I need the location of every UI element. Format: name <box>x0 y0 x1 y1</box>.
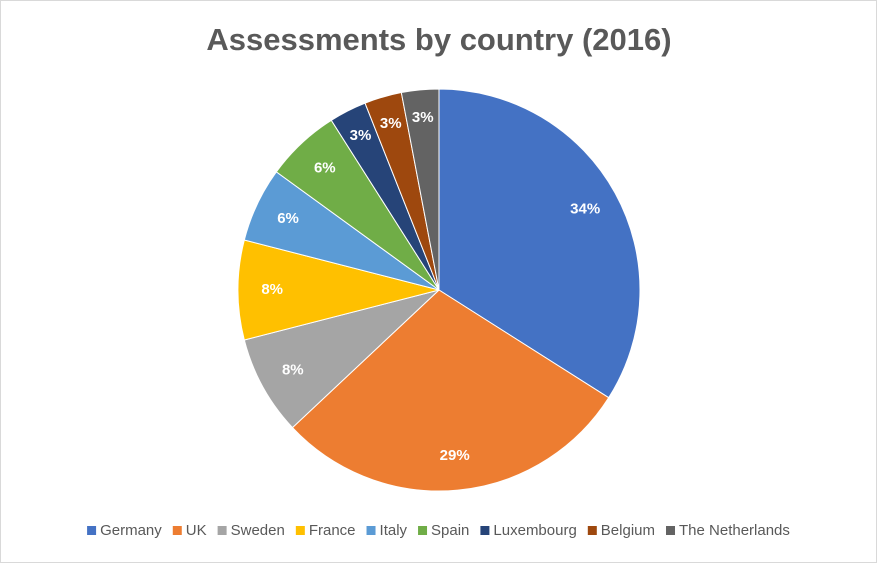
legend-label: Spain <box>431 522 469 539</box>
pie-slice <box>438 88 641 399</box>
legend-label: The Netherlands <box>679 522 790 539</box>
legend-label: France <box>309 522 356 539</box>
data-label: 6% <box>277 210 299 227</box>
data-label: 8% <box>282 361 304 378</box>
legend-label: Belgium <box>601 522 655 539</box>
legend-swatch <box>587 526 597 535</box>
data-label: 3% <box>350 127 372 144</box>
data-label: 3% <box>380 115 402 132</box>
data-label: 29% <box>440 447 470 464</box>
legend-swatch <box>172 526 182 535</box>
legend-swatch <box>418 526 428 535</box>
data-label: 8% <box>261 281 283 298</box>
legend-swatch <box>666 526 676 535</box>
pie: 34% 29% 8% 8% 6% 6% 3% 3% 3% <box>237 88 641 492</box>
pie-slice <box>291 289 610 492</box>
legend-swatch <box>480 526 490 535</box>
data-label: 34% <box>570 201 600 218</box>
legend-swatch <box>87 526 97 535</box>
legend-label: Luxembourg <box>493 522 576 539</box>
chart-title: Assessments by country (2016) <box>206 22 671 57</box>
legend-label: UK <box>186 522 207 539</box>
legend-swatch <box>217 526 227 535</box>
legend-label: Germany <box>100 522 162 539</box>
legend: Germany UK Sweden France Italy Spain Luxembour… <box>87 522 790 539</box>
legend-swatch <box>295 526 305 535</box>
pie-slice <box>400 88 440 291</box>
data-label: 3% <box>412 109 434 126</box>
pie-slice <box>243 289 440 429</box>
pie-slice <box>237 239 440 341</box>
legend-label: Italy <box>380 522 408 539</box>
legend-label: Sweden <box>231 522 285 539</box>
legend-swatch <box>366 526 376 535</box>
data-label: 6% <box>314 159 336 176</box>
